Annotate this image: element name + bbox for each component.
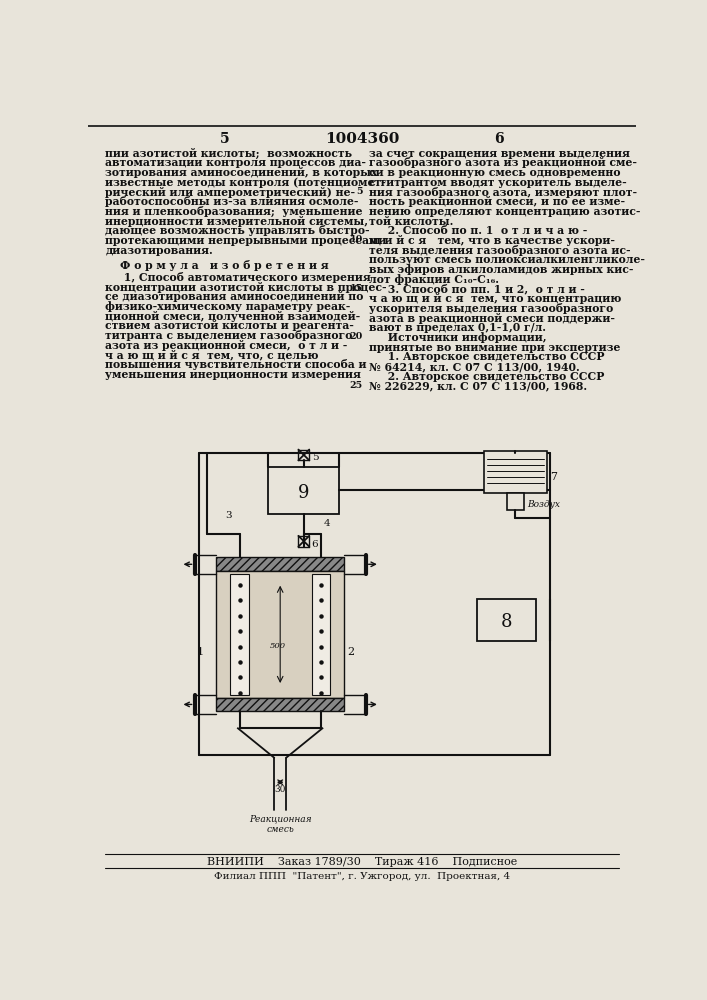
Text: 3. Способ по пп. 1 и 2,  о т л и -: 3. Способ по пп. 1 и 2, о т л и - (369, 284, 585, 295)
Text: Ф о р м у л а   и з о б р е т е н и я: Ф о р м у л а и з о б р е т е н и я (120, 260, 329, 271)
Text: 20: 20 (349, 332, 363, 341)
Bar (477, 599, 535, 641)
Text: принятые во внимание при экспертизе: принятые во внимание при экспертизе (369, 342, 620, 353)
Text: азота в реакционной смеси поддержи-: азота в реакционной смеси поддержи- (369, 313, 615, 324)
Text: 6: 6 (494, 132, 504, 146)
Text: 1, Способ автоматического измерения: 1, Способ автоматического измерения (105, 272, 371, 283)
Text: 9: 9 (298, 484, 310, 502)
Text: ния газообразного азота, измеряют плот-: ния газообразного азота, измеряют плот- (369, 187, 637, 198)
Text: диазотирования.: диазотирования. (105, 245, 214, 256)
Text: 5: 5 (356, 187, 363, 196)
Text: 15: 15 (349, 284, 363, 293)
Text: автоматизации контроля процессов диа-: автоматизации контроля процессов диа- (105, 157, 366, 168)
Text: работоспособны из-за влияния осмоле-: работоспособны из-за влияния осмоле- (105, 196, 359, 207)
Text: 7: 7 (550, 472, 557, 482)
Text: ния и пленкообразования;  уменьшение: ния и пленкообразования; уменьшение (105, 206, 363, 217)
Text: известные методы контроля (потенциомет-: известные методы контроля (потенциомет- (105, 177, 386, 188)
Text: той кислоты.: той кислоты. (369, 216, 453, 227)
Text: 8: 8 (501, 613, 513, 631)
Text: концентрации азотистой кислоты в процес-: концентрации азотистой кислоты в процес- (105, 282, 387, 293)
Text: 1004360: 1004360 (325, 132, 399, 146)
Text: 25: 25 (349, 381, 363, 390)
Text: ускорителя выделения газообразного: ускорителя выделения газообразного (369, 303, 613, 314)
Text: нению определяют концентрацию азотис-: нению определяют концентрацию азотис- (369, 206, 641, 217)
Text: смесь: смесь (267, 825, 294, 834)
Text: инерционности измерительной системы,: инерционности измерительной системы, (105, 216, 368, 227)
Text: Источники информации,: Источники информации, (369, 332, 547, 343)
Text: щ и й с я   тем, что в качестве ускори-: щ и й с я тем, что в качестве ускори- (369, 235, 615, 246)
Text: теля выделения газообразного азота ис-: теля выделения газообразного азота ис- (369, 245, 631, 256)
Text: 1: 1 (197, 647, 204, 657)
Text: се диазотирования аминосоединений по: се диазотирования аминосоединений по (105, 291, 364, 302)
Text: Филиал ППП  "Патент", г. Ужгород, ул.  Проектная, 4: Филиал ППП "Патент", г. Ужгород, ул. Про… (214, 872, 510, 881)
Text: 30: 30 (274, 785, 286, 794)
Text: си в реакционную смесь одновременно: си в реакционную смесь одновременно (369, 167, 621, 178)
Text: лот фракции C₁₀-C₁₆.: лот фракции C₁₀-C₁₆. (369, 274, 499, 285)
Text: 2. Способ по п. 1  о т л и ч а ю -: 2. Способ по п. 1 о т л и ч а ю - (369, 225, 588, 236)
Text: пии азотистой кислоты;  возможность: пии азотистой кислоты; возможность (105, 148, 352, 159)
Text: 3: 3 (226, 511, 232, 520)
Text: титранта с выделением газообразного: титранта с выделением газообразного (105, 330, 353, 341)
Bar (216, 571, 344, 698)
Text: 5: 5 (220, 132, 230, 146)
Text: дающее возможность управлять быстро-: дающее возможность управлять быстро- (105, 225, 370, 236)
Text: Реакционная: Реакционная (249, 815, 312, 824)
Bar (312, 574, 330, 695)
Text: уменьшения инерционности измерения: уменьшения инерционности измерения (105, 369, 361, 380)
Text: вых эфиров алкилоламидов жирных кис-: вых эфиров алкилоламидов жирных кис- (369, 264, 633, 275)
Text: газообразного азота из реакционной сме-: газообразного азота из реакционной сме- (369, 157, 637, 168)
Text: 2: 2 (347, 647, 354, 657)
Bar (230, 574, 249, 695)
Text: ционной смеси, полученной взаимодей-: ционной смеси, полученной взаимодей- (105, 311, 361, 322)
Text: с титрантом вводят ускоритель выделе-: с титрантом вводят ускоритель выделе- (369, 177, 626, 188)
Text: ность реакционной смеси, и по ее изме-: ность реакционной смеси, и по ее изме- (369, 196, 625, 207)
Text: азота из реакционной смеси,  о т л и -: азота из реакционной смеси, о т л и - (105, 340, 348, 351)
Text: физико-химическому параметру реак-: физико-химическому параметру реак- (105, 301, 351, 312)
Text: ч а ю щ и й с я  тем, что, с целью: ч а ю щ и й с я тем, что, с целью (105, 350, 319, 361)
Text: 6: 6 (312, 540, 318, 549)
Text: 2. Авторское свидетельство СССР: 2. Авторское свидетельство СССР (369, 371, 604, 382)
Text: зотирования аминосоединений, в которых: зотирования аминосоединений, в которых (105, 167, 378, 178)
Bar (507, 493, 524, 510)
Text: 1. Авторское свидетельство СССР: 1. Авторское свидетельство СССР (369, 351, 604, 362)
Bar (216, 698, 344, 711)
Text: ВНИИПИ    Заказ 1789/30    Тираж 416    Подписное: ВНИИПИ Заказ 1789/30 Тираж 416 Подписное (207, 857, 517, 867)
Text: ствием азотистой кислоты и реагента-: ствием азотистой кислоты и реагента- (105, 320, 354, 331)
Text: 5: 5 (312, 453, 318, 462)
Text: ч а ю щ и й с я  тем, что концентрацию: ч а ю щ и й с я тем, что концентрацию (369, 293, 621, 304)
Bar (268, 466, 339, 514)
Bar (484, 451, 547, 493)
Text: пользуют смесь полиоксиалкиленгликоле-: пользуют смесь полиоксиалкиленгликоле- (369, 254, 645, 265)
Text: 10: 10 (349, 235, 363, 244)
Text: Воздух: Воздух (527, 500, 560, 509)
Bar (216, 557, 344, 571)
Text: 500: 500 (270, 642, 286, 650)
Text: 4: 4 (324, 519, 331, 528)
Text: повышения чувствительности способа и: повышения чувствительности способа и (105, 359, 367, 370)
Text: № 226229, кл. С 07 С 113/00, 1968.: № 226229, кл. С 07 С 113/00, 1968. (369, 381, 587, 392)
Text: вают в пределах 0,1-1,0 г/л.: вают в пределах 0,1-1,0 г/л. (369, 322, 546, 333)
Text: за счет сокращения времени выделения: за счет сокращения времени выделения (369, 148, 630, 159)
Text: протекающими непрерывными процессами: протекающими непрерывными процессами (105, 235, 387, 246)
Text: № 64214, кл. С 07 С 113/00, 1940.: № 64214, кл. С 07 С 113/00, 1940. (369, 361, 580, 372)
Text: рический или амперометрический) не-: рический или амперометрический) не- (105, 187, 356, 198)
